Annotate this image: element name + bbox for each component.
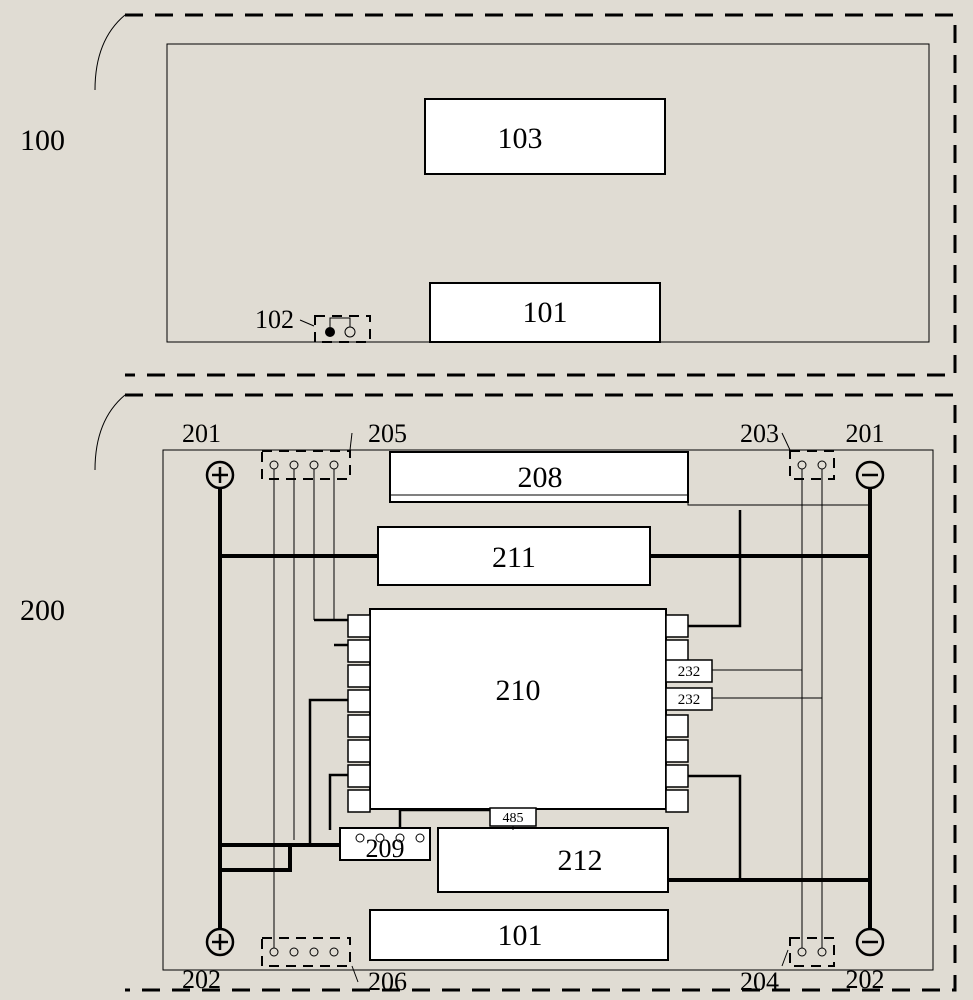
term-plus-bl [207,929,233,955]
label-201L: 201 [182,419,221,448]
term-minus-br [857,929,883,955]
label-202L: 202 [182,965,221,994]
label-210: 210 [496,674,541,707]
label-103: 103 [498,122,543,155]
dot-102-open [345,327,355,337]
box-204 [790,938,834,966]
box-206 [262,938,350,966]
label-206: 206 [368,967,407,996]
diagram: 100 103 101 102 200 201 201 202 202 205 [0,0,973,1000]
label-208: 208 [518,461,563,494]
term-plus-tl [207,462,233,488]
box-203 [790,451,834,479]
label-101u: 101 [523,296,568,329]
box-205 [262,451,350,479]
label-100: 100 [20,124,65,157]
label-200: 200 [20,594,65,627]
box-102 [315,316,370,342]
label-232a: 232 [678,664,701,680]
box-212 [438,828,668,892]
label-102: 102 [255,305,294,334]
label-232b: 232 [678,692,701,708]
label-485a: 485 [503,811,524,826]
box-210 [370,609,666,809]
box-103 [425,99,665,174]
dot-102-filled [325,327,335,337]
label-204: 204 [740,967,779,996]
term-minus-tr [857,462,883,488]
label-203: 203 [740,419,779,448]
label-201R: 201 [846,419,885,448]
label-212: 212 [558,844,603,877]
module-100: 100 103 101 102 [20,15,955,375]
label-211: 211 [492,541,536,574]
label-202R: 202 [846,965,885,994]
label-209: 209 [366,834,405,863]
module-200: 200 201 201 202 202 205 203 206 204 [20,395,955,996]
label-101l: 101 [498,919,543,952]
label-205: 205 [368,419,407,448]
